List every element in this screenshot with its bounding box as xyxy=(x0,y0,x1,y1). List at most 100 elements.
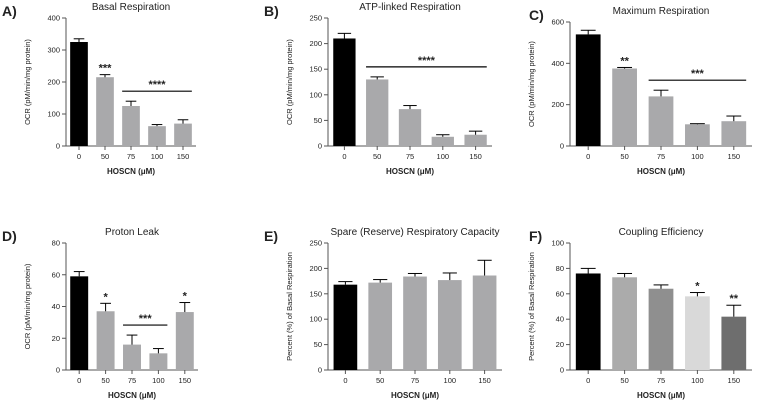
x-tick-label: 0 xyxy=(343,376,347,385)
bar xyxy=(333,38,356,147)
panel-label: D) xyxy=(2,228,17,244)
y-tick-label: 100 xyxy=(47,110,60,119)
significance-label: *** xyxy=(99,63,113,75)
significance-label: *** xyxy=(139,313,153,325)
significance-label: * xyxy=(183,291,188,303)
bar xyxy=(648,96,674,146)
x-tick-label: 75 xyxy=(657,376,665,385)
x-tick-label: 100 xyxy=(151,152,164,161)
y-tick-label: 50 xyxy=(314,116,322,125)
x-tick-label: 0 xyxy=(586,152,590,161)
x-tick-label: 150 xyxy=(478,376,491,385)
panel-label: B) xyxy=(264,3,279,19)
y-tick-label: 0 xyxy=(560,142,564,151)
y-tick-label: 40 xyxy=(556,315,564,324)
bar xyxy=(403,276,427,370)
panel-label: E) xyxy=(264,228,278,244)
y-tick-label: 0 xyxy=(56,142,60,151)
x-axis-label: HOSCN (μM) xyxy=(637,391,685,400)
x-tick-label: 50 xyxy=(376,376,384,385)
y-tick-label: 200 xyxy=(47,78,60,87)
y-tick-label: 200 xyxy=(309,39,322,48)
y-tick-label: 200 xyxy=(309,264,322,273)
bar xyxy=(174,123,192,146)
x-tick-label: 0 xyxy=(342,152,346,161)
bar xyxy=(70,276,89,370)
y-tick-label: 80 xyxy=(52,239,60,248)
bar xyxy=(685,296,710,370)
bar xyxy=(123,344,141,370)
bar xyxy=(431,136,454,146)
x-tick-label: 100 xyxy=(437,152,450,161)
y-tick-label: 40 xyxy=(52,302,60,311)
y-tick-label: 200 xyxy=(551,100,564,109)
x-tick-label: 100 xyxy=(691,152,704,161)
x-tick-label: 75 xyxy=(406,152,414,161)
y-tick-label: 100 xyxy=(309,315,322,324)
y-tick-label: 150 xyxy=(309,65,322,74)
y-axis-label: OCR (pM/min/mg protein) xyxy=(285,39,294,125)
y-tick-label: 400 xyxy=(47,14,60,23)
x-tick-label: 150 xyxy=(728,152,741,161)
x-tick-label: 150 xyxy=(177,152,190,161)
y-axis-label: OCR (pM/min/mg protein) xyxy=(23,39,32,125)
y-tick-label: 250 xyxy=(309,14,322,23)
x-tick-label: 0 xyxy=(586,376,590,385)
bar xyxy=(612,277,637,370)
bar xyxy=(122,106,140,146)
chart-title: Coupling Efficiency xyxy=(619,227,704,238)
y-tick-label: 250 xyxy=(309,239,322,248)
y-tick-label: 0 xyxy=(318,142,322,151)
bar xyxy=(648,288,674,370)
x-tick-label: 50 xyxy=(101,376,109,385)
y-tick-label: 150 xyxy=(309,289,322,298)
significance-label: **** xyxy=(148,79,166,91)
y-tick-label: 0 xyxy=(56,366,60,375)
y-tick-label: 0 xyxy=(560,366,564,375)
bar xyxy=(398,109,422,146)
x-tick-label: 50 xyxy=(620,152,628,161)
y-tick-label: 50 xyxy=(314,340,322,349)
y-tick-label: 0 xyxy=(318,366,322,375)
bar xyxy=(175,312,194,370)
y-axis-label: OCR (pM/min/mg protein) xyxy=(527,41,536,127)
y-axis-label: OCR (pM/min/mg protein) xyxy=(23,263,32,349)
x-tick-label: 75 xyxy=(127,152,135,161)
y-tick-label: 100 xyxy=(551,239,564,248)
bar xyxy=(149,353,168,370)
x-axis-label: HOSCN (μM) xyxy=(637,167,685,176)
y-tick-label: 400 xyxy=(551,59,564,68)
significance-label: ** xyxy=(730,293,739,305)
x-tick-label: 100 xyxy=(691,376,704,385)
bar xyxy=(70,42,88,146)
x-tick-label: 50 xyxy=(620,376,628,385)
panel-label: F) xyxy=(529,228,542,244)
y-tick-label: 20 xyxy=(556,340,564,349)
bar xyxy=(464,134,487,146)
y-tick-label: 20 xyxy=(52,334,60,343)
x-tick-label: 0 xyxy=(77,376,81,385)
bar xyxy=(685,124,710,146)
chart-title: Maximum Respiration xyxy=(613,6,710,17)
bar xyxy=(612,68,637,146)
x-tick-label: 150 xyxy=(728,376,741,385)
bar xyxy=(472,275,497,370)
significance-label: *** xyxy=(691,68,705,80)
y-tick-label: 300 xyxy=(47,46,60,55)
bar xyxy=(148,126,166,146)
x-tick-label: 50 xyxy=(373,152,381,161)
significance-label: ** xyxy=(620,55,629,67)
bar xyxy=(333,284,358,370)
y-tick-label: 60 xyxy=(556,289,564,298)
x-tick-label: 100 xyxy=(444,376,457,385)
x-tick-label: 150 xyxy=(179,376,192,385)
bar xyxy=(575,34,601,146)
bar xyxy=(368,282,393,370)
y-tick-label: 600 xyxy=(551,18,564,27)
y-tick-label: 100 xyxy=(309,90,322,99)
x-axis-label: HOSCN (μM) xyxy=(386,167,434,176)
x-tick-label: 75 xyxy=(411,376,419,385)
bar xyxy=(96,77,114,146)
chart-title: Proton Leak xyxy=(105,227,160,238)
